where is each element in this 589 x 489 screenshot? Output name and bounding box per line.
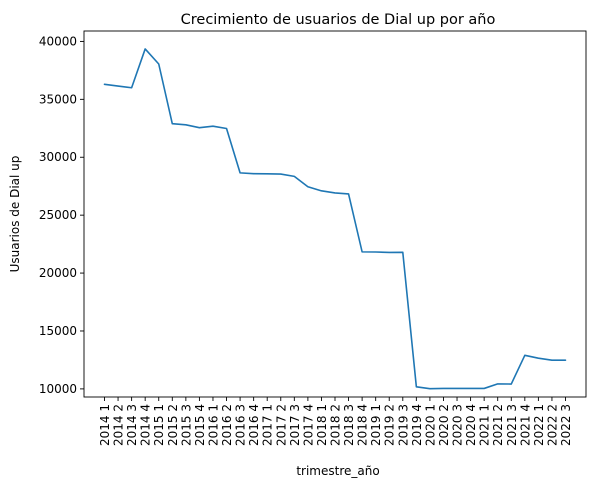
y-tick-label: 40000 — [39, 34, 77, 48]
data-point — [334, 192, 336, 194]
x-tick-label: 2016 4 — [247, 404, 261, 446]
x-tick-label: 2018 1 — [315, 404, 329, 446]
data-point — [361, 251, 363, 253]
data-point — [456, 387, 458, 389]
series-line — [103, 48, 567, 390]
data-point — [469, 387, 471, 389]
x-tick-label: 2021 1 — [478, 404, 492, 446]
data-point — [510, 383, 512, 385]
x-tick-label: 2016 1 — [206, 404, 220, 446]
x-tick-label: 2016 3 — [234, 404, 248, 446]
x-tick-label: 2014 1 — [98, 404, 112, 446]
data-points — [103, 48, 566, 390]
x-tick-label: 2016 2 — [220, 404, 234, 446]
data-point — [212, 125, 214, 127]
y-axis-label: Usuarios de Dial up — [8, 156, 22, 273]
x-tick-label: 2014 4 — [139, 404, 153, 446]
data-point — [171, 122, 173, 124]
x-tick-label: 2017 1 — [261, 404, 275, 446]
x-tick-label: 2017 4 — [301, 404, 315, 446]
x-axis: 2014 1 2014 2 2014 3 2014 4 2015 1 2015 2 2015… — [98, 397, 573, 446]
data-point — [293, 175, 295, 177]
y-axis: 10000 15000 20000 25000 30000 35000 40000 — [39, 34, 84, 396]
data-point — [225, 127, 227, 129]
x-tick-label: 2020 4 — [464, 404, 478, 446]
x-tick-label: 2020 1 — [423, 404, 437, 446]
x-tick-label: 2019 3 — [396, 404, 410, 446]
data-point — [537, 357, 539, 359]
x-tick-label: 2014 2 — [112, 404, 126, 446]
x-tick-label: 2022 3 — [559, 404, 573, 446]
data-point — [497, 383, 499, 385]
x-tick-label: 2020 3 — [451, 404, 465, 446]
data-point — [524, 354, 526, 356]
x-axis-label: trimestre_año — [296, 464, 379, 478]
x-tick-label: 2017 2 — [274, 404, 288, 446]
x-tick-label: 2018 3 — [342, 404, 356, 446]
x-tick-label: 2018 4 — [356, 404, 370, 446]
x-tick-label: 2021 3 — [505, 404, 519, 446]
data-point — [266, 173, 268, 175]
x-tick-label: 2021 2 — [491, 404, 505, 446]
x-tick-label: 2019 2 — [383, 404, 397, 446]
x-tick-label: 2017 3 — [288, 404, 302, 446]
x-tick-label: 2015 3 — [179, 404, 193, 446]
y-tick-label: 10000 — [39, 382, 77, 396]
x-tick-label: 2022 2 — [545, 404, 559, 446]
x-tick-label: 2015 2 — [166, 404, 180, 446]
plot-frame — [83, 30, 587, 398]
data-point — [374, 251, 376, 253]
data-point — [130, 87, 132, 89]
x-tick-label: 2015 4 — [193, 404, 207, 446]
chart-title: Crecimiento de usuarios de Dial up por a… — [181, 12, 496, 28]
data-point — [402, 251, 404, 253]
data-point — [185, 124, 187, 126]
data-point — [320, 190, 322, 192]
data-point — [144, 48, 146, 50]
y-tick-label: 30000 — [39, 150, 77, 164]
y-tick-label: 35000 — [39, 92, 77, 106]
y-tick-label: 20000 — [39, 266, 77, 280]
data-point — [388, 251, 390, 253]
x-tick-label: 2019 4 — [410, 404, 424, 446]
y-tick-label: 15000 — [39, 324, 77, 338]
data-point — [429, 387, 431, 389]
x-tick-label: 2022 1 — [532, 404, 546, 446]
data-point — [442, 387, 444, 389]
data-point — [347, 193, 349, 195]
data-point — [564, 359, 566, 361]
x-tick-label: 2014 3 — [125, 404, 139, 446]
x-tick-label: 2019 1 — [369, 404, 383, 446]
data-point — [239, 172, 241, 174]
x-tick-label: 2018 2 — [329, 404, 343, 446]
data-point — [117, 85, 119, 87]
x-tick-label: 2020 2 — [437, 404, 451, 446]
data-point — [158, 63, 160, 65]
x-tick-label: 2015 1 — [152, 404, 166, 446]
y-tick-label: 25000 — [39, 208, 77, 222]
data-point — [415, 386, 417, 388]
data-point — [483, 387, 485, 389]
x-tick-label: 2021 4 — [518, 404, 532, 446]
data-point — [103, 83, 105, 85]
data-point — [551, 359, 553, 361]
data-point — [307, 186, 309, 188]
data-point — [252, 172, 254, 174]
data-point — [280, 173, 282, 175]
data-point — [198, 127, 200, 129]
